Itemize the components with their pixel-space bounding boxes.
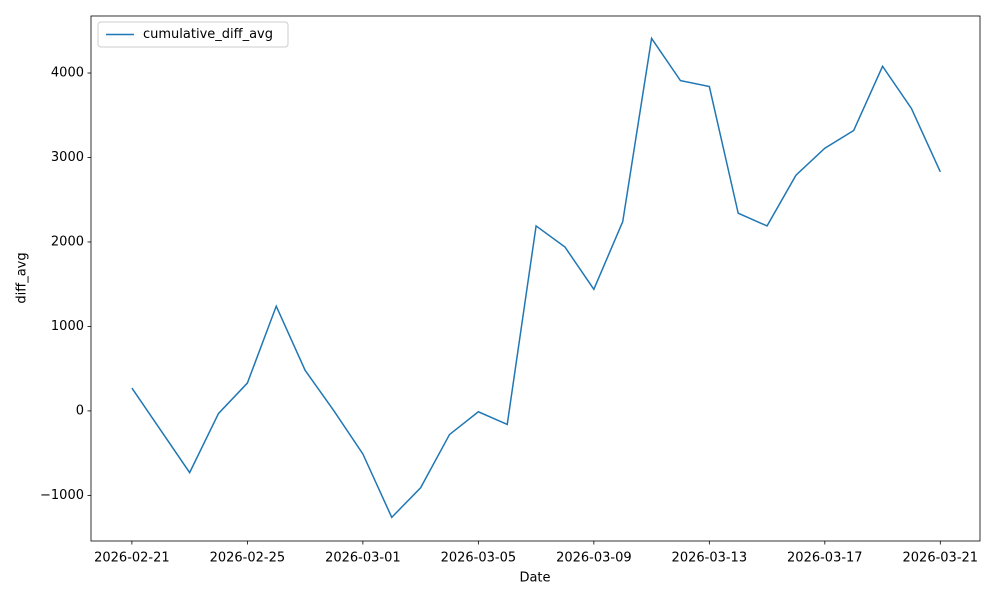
y-tick-label: 4000 [51,66,84,81]
axes-frame [90,15,981,542]
legend-box [97,21,289,48]
legend-label: cumulative_diff_avg [143,27,273,42]
x-tick-label: 2026-02-25 [210,551,286,566]
y-tick-label: −1000 [40,488,84,503]
y-tick-label: 3000 [51,150,84,165]
x-tick-label: 2026-03-09 [556,551,632,566]
y-axis-label: diff_avg [15,252,30,303]
x-tick-label: 2026-03-21 [903,551,979,566]
x-axis-label: Date [519,571,550,586]
y-tick-label: 2000 [51,234,84,249]
x-tick-label: 2026-02-21 [94,551,170,566]
x-tick-label: 2026-03-05 [441,551,517,566]
y-tick-label: 1000 [51,319,84,334]
y-tick-label: 0 [76,403,84,418]
line [131,36,941,519]
x-tick-label: 2026-03-13 [672,551,748,566]
x-tick-label: 2026-03-01 [325,551,401,566]
x-tick-label: 2026-03-17 [787,551,863,566]
